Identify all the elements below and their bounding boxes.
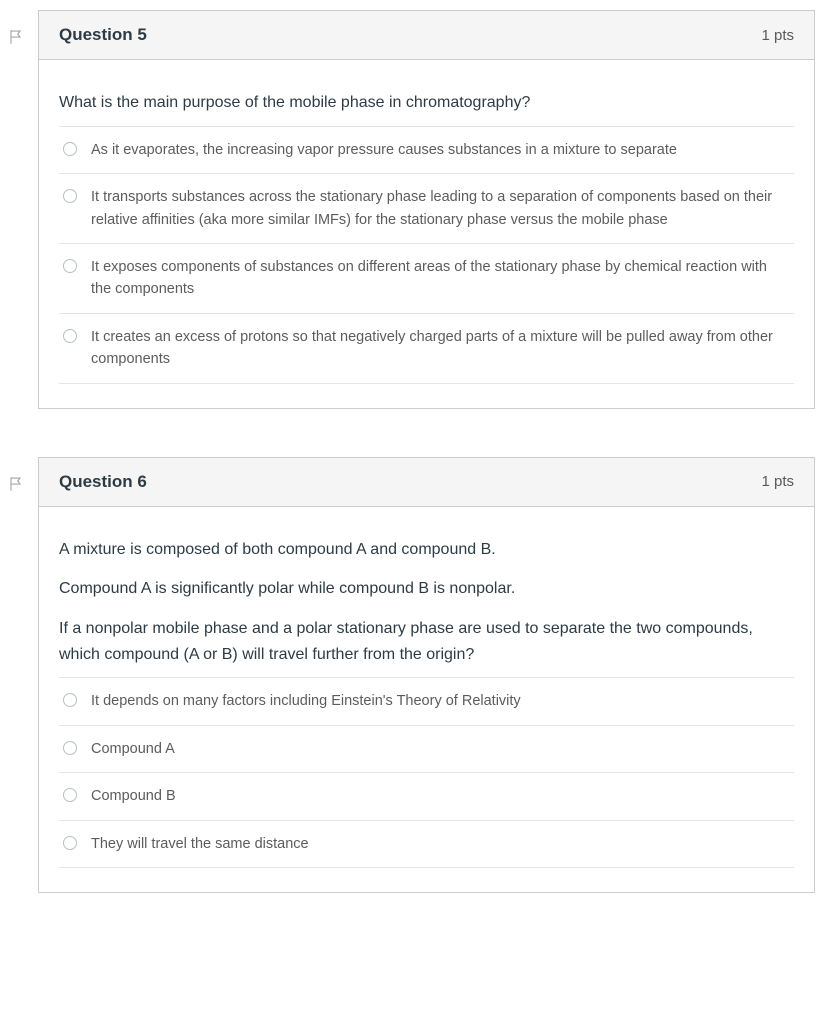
question-body: A mixture is composed of both compound A… bbox=[39, 507, 814, 892]
question-prompt: What is the main purpose of the mobile p… bbox=[59, 90, 794, 116]
prompt-line: Compound A is significantly polar while … bbox=[59, 576, 794, 602]
question-card: Question 6 1 pts A mixture is composed o… bbox=[38, 457, 815, 893]
answer-options: It depends on many factors including Ein… bbox=[59, 677, 794, 868]
option-label: Compound A bbox=[91, 738, 175, 760]
answer-option[interactable]: They will travel the same distance bbox=[59, 820, 794, 868]
question-header: Question 6 1 pts bbox=[39, 458, 814, 507]
radio-icon[interactable] bbox=[63, 189, 77, 203]
question-title: Question 6 bbox=[59, 472, 147, 492]
prompt-line: If a nonpolar mobile phase and a polar s… bbox=[59, 616, 794, 667]
answer-option[interactable]: It transports substances across the stat… bbox=[59, 173, 794, 243]
option-label: It transports substances across the stat… bbox=[91, 186, 790, 231]
option-label: It exposes components of substances on d… bbox=[91, 256, 790, 301]
question-block: Question 5 1 pts What is the main purpos… bbox=[8, 10, 815, 409]
radio-icon[interactable] bbox=[63, 259, 77, 273]
option-label: It creates an excess of protons so that … bbox=[91, 326, 790, 371]
answer-options: As it evaporates, the increasing vapor p… bbox=[59, 126, 794, 384]
answer-option[interactable]: As it evaporates, the increasing vapor p… bbox=[59, 126, 794, 173]
answer-option[interactable]: It depends on many factors including Ein… bbox=[59, 677, 794, 724]
answer-option[interactable]: It exposes components of substances on d… bbox=[59, 243, 794, 313]
prompt-line: A mixture is composed of both compound A… bbox=[59, 537, 794, 563]
option-label: It depends on many factors including Ein… bbox=[91, 690, 521, 712]
option-label: As it evaporates, the increasing vapor p… bbox=[91, 139, 677, 161]
option-label: They will travel the same distance bbox=[91, 833, 309, 855]
radio-icon[interactable] bbox=[63, 329, 77, 343]
radio-icon[interactable] bbox=[63, 741, 77, 755]
question-prompt: A mixture is composed of both compound A… bbox=[59, 537, 794, 667]
question-block: Question 6 1 pts A mixture is composed o… bbox=[8, 457, 815, 893]
prompt-line: What is the main purpose of the mobile p… bbox=[59, 90, 794, 116]
radio-icon[interactable] bbox=[63, 142, 77, 156]
radio-icon[interactable] bbox=[63, 836, 77, 850]
question-title: Question 5 bbox=[59, 25, 147, 45]
option-label: Compound B bbox=[91, 785, 176, 807]
radio-icon[interactable] bbox=[63, 788, 77, 802]
flag-icon[interactable] bbox=[8, 10, 38, 46]
answer-option[interactable]: It creates an excess of protons so that … bbox=[59, 313, 794, 384]
flag-icon[interactable] bbox=[8, 457, 38, 493]
answer-option[interactable]: Compound A bbox=[59, 725, 794, 772]
question-body: What is the main purpose of the mobile p… bbox=[39, 60, 814, 408]
question-points: 1 pts bbox=[761, 27, 794, 44]
question-card: Question 5 1 pts What is the main purpos… bbox=[38, 10, 815, 409]
question-points: 1 pts bbox=[761, 473, 794, 490]
answer-option[interactable]: Compound B bbox=[59, 772, 794, 819]
question-header: Question 5 1 pts bbox=[39, 11, 814, 60]
radio-icon[interactable] bbox=[63, 693, 77, 707]
